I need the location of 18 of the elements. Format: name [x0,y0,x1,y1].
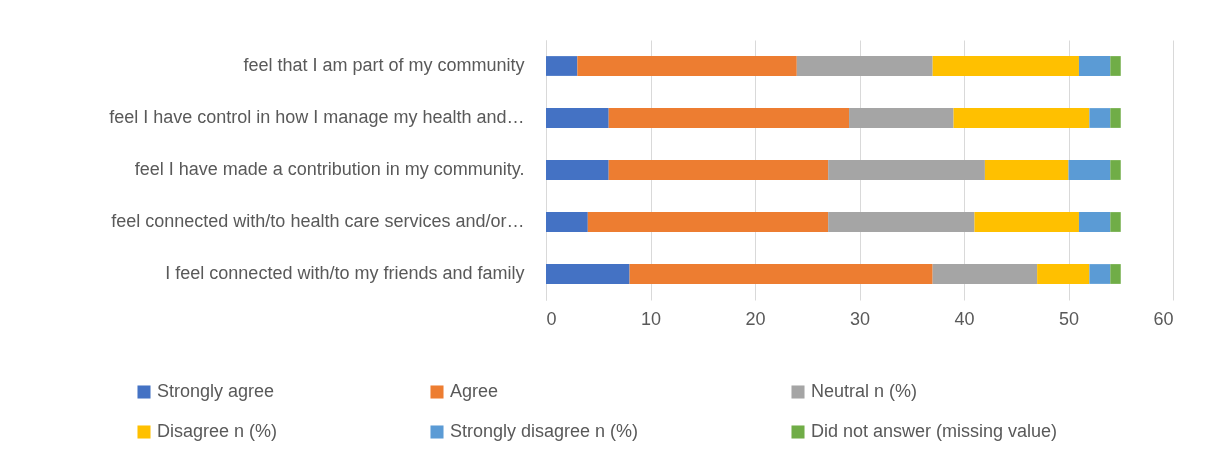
x-tick-label: 30 [849,308,871,329]
x-tick-label: 10 [640,308,662,329]
x-tick-label: 60 [1153,308,1174,329]
legend-label: Strongly agree [157,381,275,401]
y-tick-label: feel that I am part of my community [243,55,525,75]
x-tick-label: 0 [546,308,557,329]
y-tick-label: I feel connected with/to my friends and family [165,263,525,283]
y-tick-label: feel I have control in how I manage my health and… [109,107,525,127]
legend-label: Agree [450,381,499,401]
legend-label: Strongly disagree n (%) [450,421,639,441]
x-tick-label: 20 [745,308,766,329]
legend-label: Neutral n (%) [811,381,918,401]
y-tick-label: feel connected with/to health care services and/or… [111,211,525,231]
legend-label: Did not answer (missing value) [811,421,1058,441]
legend-label: Disagree n (%) [157,421,278,441]
y-tick-label: feel I have made a contribution in my community. [134,159,525,179]
x-tick-label: 50 [1058,308,1080,329]
x-tick-label: 40 [954,308,975,329]
